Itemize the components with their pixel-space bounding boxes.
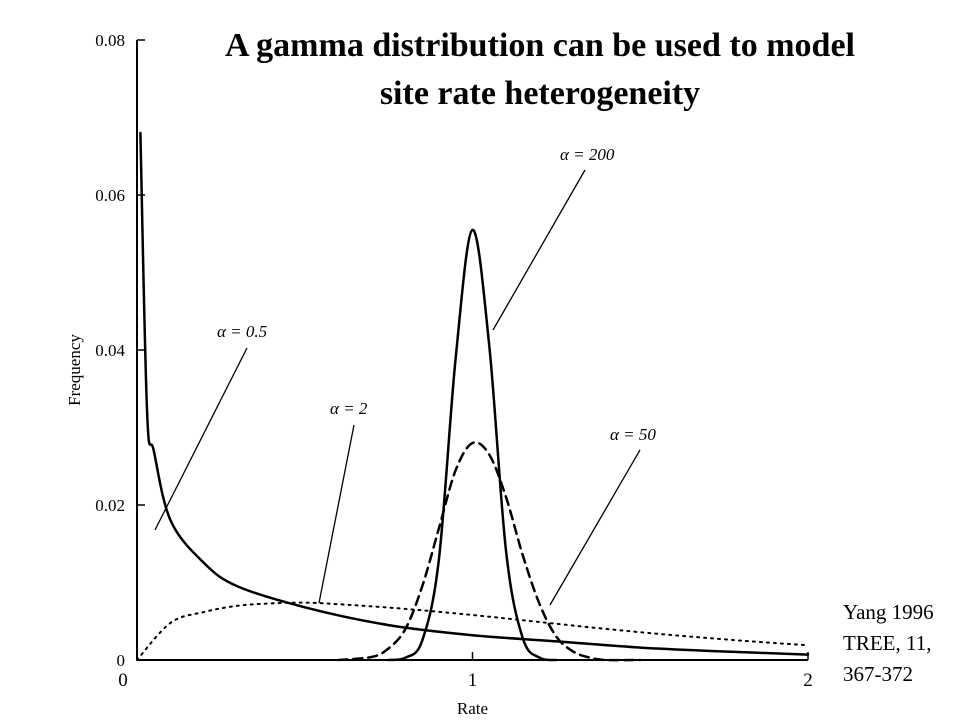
annotation-label: α = 2 [330,399,368,418]
title-line-2: site rate heterogeneity [379,75,701,112]
annotation-leader-line [492,169,586,331]
x-tick-label: 0 [118,670,128,691]
annotation-label: α = 50 [610,425,656,444]
y-tick-label: 0 [117,651,126,670]
y-axis-label: Frequency [65,334,84,406]
series-line-3 [387,228,558,662]
title-line-1: A gamma distribution can be used to mode… [225,27,855,64]
series-line-0 [139,131,810,656]
series-line-1 [136,601,809,661]
citation: Yang 1996 TREE, 11, 367-372 [843,597,934,690]
chart-annotations: α = 200 α = 0.5 α = 2 α = 50 [154,145,656,606]
y-tick-label: 0.02 [95,496,125,515]
annotation-leader-line [154,347,248,531]
y-tick-label: 0.08 [95,31,125,50]
annotation-leader-line [549,449,641,606]
citation-line-1: Yang 1996 [843,600,934,624]
annotation-label: α = 200 [560,145,615,164]
x-tick-label: 1 [468,670,478,691]
citation-line-3: 367-372 [843,662,913,686]
x-tick-label: 2 [803,670,813,691]
annotation-label: α = 0.5 [217,322,267,341]
series-line-2 [337,441,642,662]
annotation-leader-line [318,424,355,604]
y-tick-label: 0.06 [95,186,125,205]
chart-series [136,131,810,662]
page-title: A gamma distribution can be used to mode… [160,22,920,118]
x-axis-label: Rate [457,699,488,718]
citation-line-2: TREE, 11, [843,631,932,655]
chart-axes: 0 0.02 0.04 0.06 0.08 0 1 2 Rate Frequency [65,31,813,718]
y-tick-label: 0.04 [95,341,125,360]
